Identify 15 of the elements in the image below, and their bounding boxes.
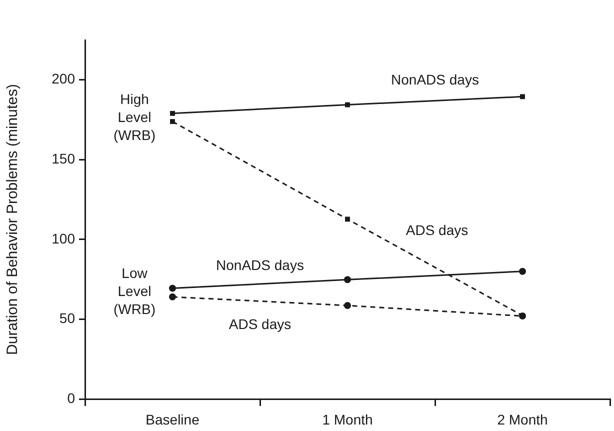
y-tick-label: 100 (52, 230, 76, 246)
y-tick-label: 150 (52, 150, 76, 167)
y-tick-label: 0 (67, 390, 76, 406)
y-tick-label: 200 (52, 70, 76, 87)
series-label: NonADS days (391, 72, 479, 88)
annotation: High Level (WRB) (114, 91, 156, 144)
y-axis-title: Duration of Behavior Problems (minutes) (4, 84, 22, 355)
y-tick-label: 50 (59, 310, 76, 326)
series-label: NonADS days (216, 256, 304, 273)
x-tick-label: 1 Month (322, 411, 373, 428)
x-tick-label: 2 Month (497, 411, 548, 428)
series-label: ADS days (228, 316, 292, 332)
x-tick-label: Baseline (146, 411, 200, 428)
annotation: Low Level (WRB) (114, 264, 156, 317)
series-label: ADS days (406, 222, 468, 238)
